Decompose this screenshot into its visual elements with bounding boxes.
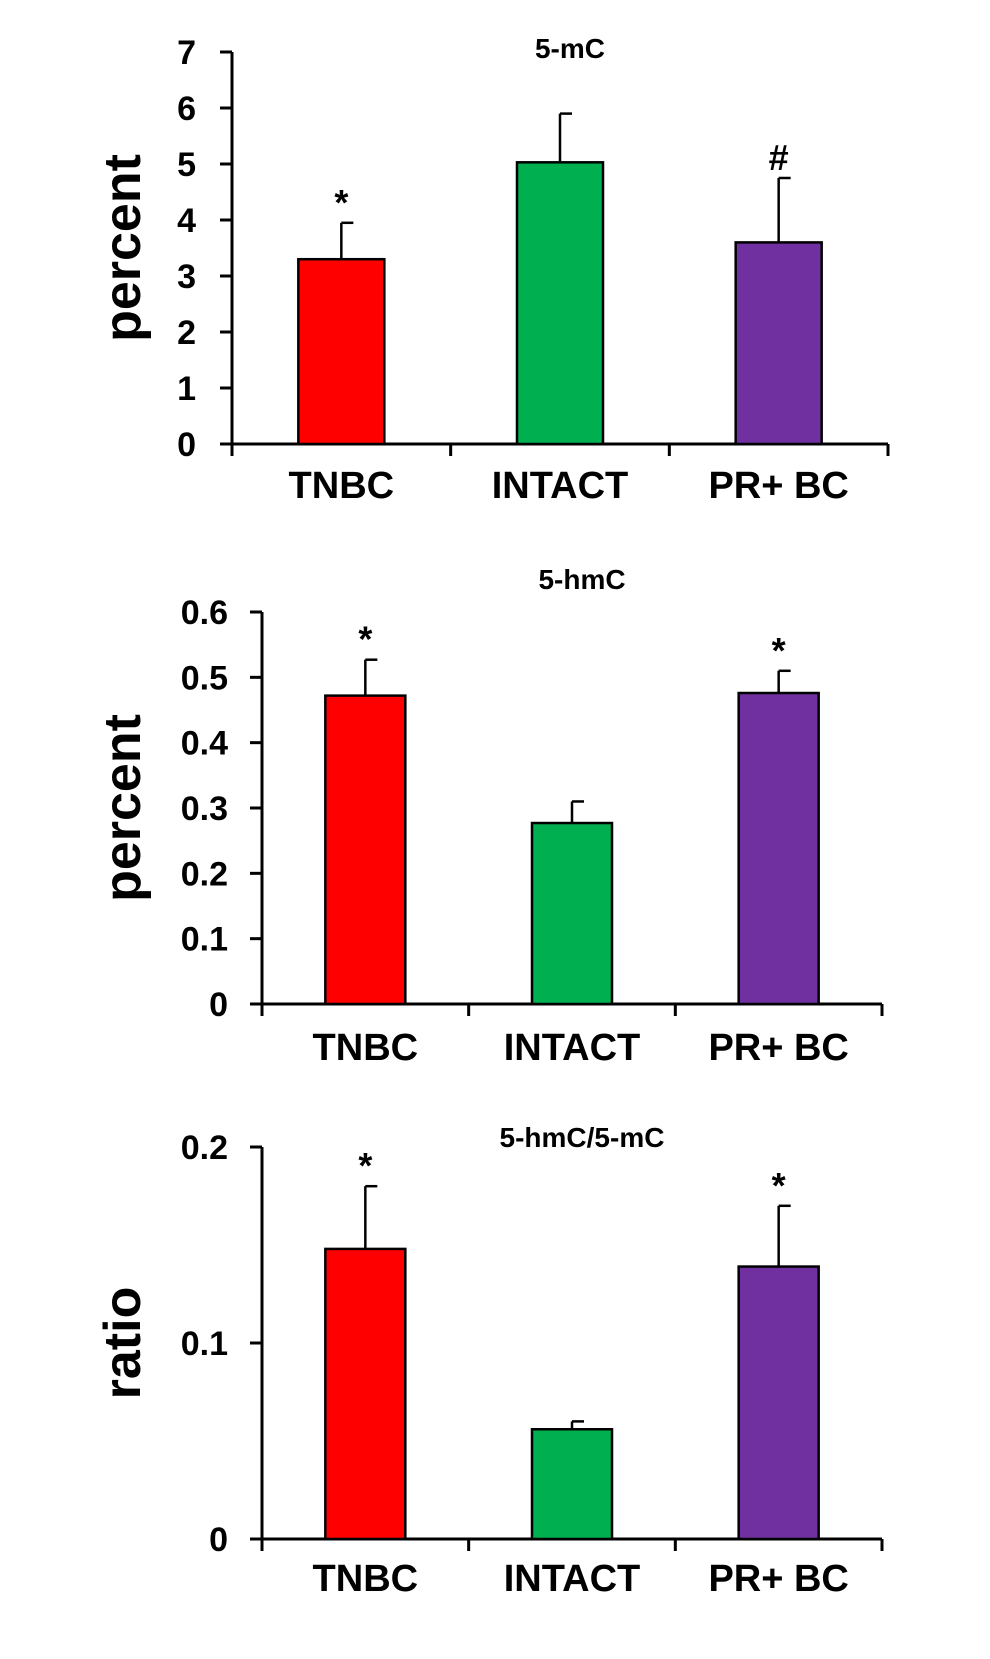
significance-marker: * [358,1145,372,1186]
y-tick-label: 0.3 [181,790,228,828]
x-category-label: TNBC [289,465,395,507]
bar-tnbc [324,694,407,1006]
x-category-label: PR+ BC [708,1027,848,1069]
y-tick-label: 2 [177,314,196,352]
y-tick-label: 1 [177,370,196,408]
y-tick-label: 0.1 [181,1325,228,1363]
y-tick-label: 0 [177,426,196,464]
y-tick-label: 0.4 [181,725,228,763]
x-category-label: INTACT [504,1558,641,1600]
chart-title: 5-mC [535,33,605,64]
chart-panel-3: 5-hmC/5-mC ratio 0 0.1 0.2 * TNBC INTACT * PR+ BC [94,1122,884,1600]
y-tick-label: 0.1 [181,921,228,959]
significance-marker: * [772,630,786,671]
y-tick-label: 0 [209,1521,228,1559]
x-category-label: INTACT [492,465,629,507]
bar-intact [530,821,614,1006]
x-category-label: TNBC [313,1558,419,1600]
significance-marker: * [772,1165,786,1206]
y-tick-label: 7 [177,34,196,72]
bar-pr-bc [737,691,820,1006]
y-tick-label: 0.2 [181,855,228,893]
y-tick-label: 0.6 [181,594,228,632]
bar-intact [515,161,605,446]
chart-panel-1: 5-mC percent 0 1 2 3 4 5 6 7 * TNBC INTACT # PR+ BC [94,33,890,507]
x-category-label: PR+ BC [708,1558,848,1600]
bar-tnbc [324,1247,407,1541]
chart-panel-2: 5-hmC percent 0 0.1 0.2 0.3 0.4 0.5 0.6 * TNBC INTA… [94,564,884,1069]
chart-title: 5-hmC [538,564,625,595]
y-tick-label: 0.2 [181,1129,228,1167]
x-category-label: INTACT [504,1027,641,1069]
y-tick-label: 6 [177,90,196,128]
y-axis-label: ratio [94,1287,152,1400]
y-axis-label: percent [94,714,152,902]
x-category-label: PR+ BC [708,465,848,507]
y-tick-label: 4 [177,202,196,240]
significance-marker: * [334,182,348,223]
y-tick-label: 0 [209,986,228,1024]
y-tick-label: 5 [177,146,196,184]
y-axis-label: percent [94,154,152,342]
bar-pr-bc [737,1265,820,1541]
bar-intact [530,1427,614,1541]
y-tick-label: 0.5 [181,659,228,697]
chart-title: 5-hmC/5-mC [500,1122,665,1153]
x-category-label: TNBC [313,1027,419,1069]
bar-pr-bc [734,241,823,446]
bar-tnbc [297,257,386,446]
significance-marker: # [769,137,789,178]
significance-marker: * [358,619,372,660]
y-tick-label: 3 [177,258,196,296]
